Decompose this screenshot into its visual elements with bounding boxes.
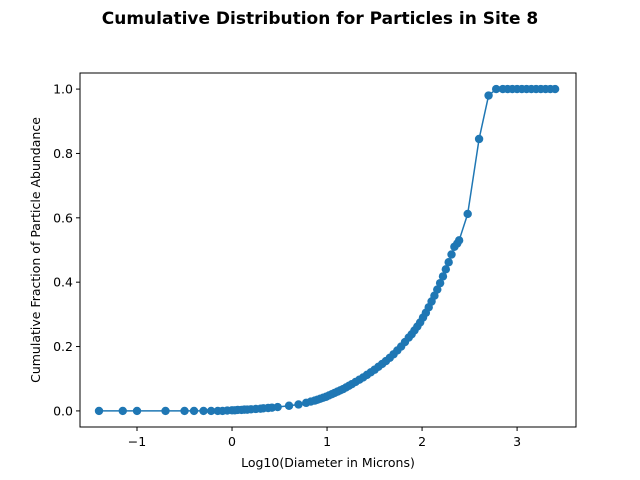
data-point xyxy=(189,406,199,416)
chart-title: Cumulative Distribution for Particles in… xyxy=(102,9,538,29)
data-point xyxy=(550,84,560,94)
x-tick-label: 2 xyxy=(418,434,426,449)
x-tick-label: 1 xyxy=(323,434,331,449)
plot-area xyxy=(94,84,560,416)
data-point xyxy=(180,406,189,416)
y-tick-label: 0.6 xyxy=(53,210,73,225)
data-point xyxy=(132,406,142,416)
y-tick-label: 0.4 xyxy=(53,275,73,290)
data-point xyxy=(438,272,448,281)
data-point xyxy=(284,401,294,410)
y-tick-label: 0.0 xyxy=(53,403,73,418)
data-point xyxy=(118,406,127,416)
data-point xyxy=(206,406,216,416)
data-point xyxy=(161,406,170,416)
data-point xyxy=(94,406,104,416)
data-point xyxy=(474,134,484,144)
data-point xyxy=(433,285,442,294)
data-point xyxy=(199,406,208,416)
y-tick-label: 1.0 xyxy=(53,82,73,97)
data-point xyxy=(435,278,445,288)
data-point xyxy=(484,91,493,100)
data-point xyxy=(491,84,501,94)
y-axis: 0.0 0.2 0.4 0.6 0.8 1.0 xyxy=(53,82,80,418)
y-axis-label: Cumulative Fraction of Particle Abundanc… xyxy=(28,117,43,383)
data-point xyxy=(447,250,456,259)
plot-frame xyxy=(79,72,577,428)
y-tick-label: 0.2 xyxy=(53,339,73,354)
series-line xyxy=(99,88,556,412)
x-axis: −1 0 1 2 3 xyxy=(128,427,521,449)
y-tick-label: 0.8 xyxy=(53,146,73,161)
data-point xyxy=(454,236,464,245)
data-point xyxy=(294,400,303,409)
data-point xyxy=(441,265,451,274)
x-tick-label: −1 xyxy=(128,434,146,449)
x-axis-label: Log10(Diameter in Microns) xyxy=(241,455,415,470)
x-tick-label: 3 xyxy=(513,434,521,449)
data-point xyxy=(444,258,453,267)
data-point xyxy=(463,209,472,219)
x-tick-label: 0 xyxy=(228,434,236,449)
data-point xyxy=(273,402,282,412)
